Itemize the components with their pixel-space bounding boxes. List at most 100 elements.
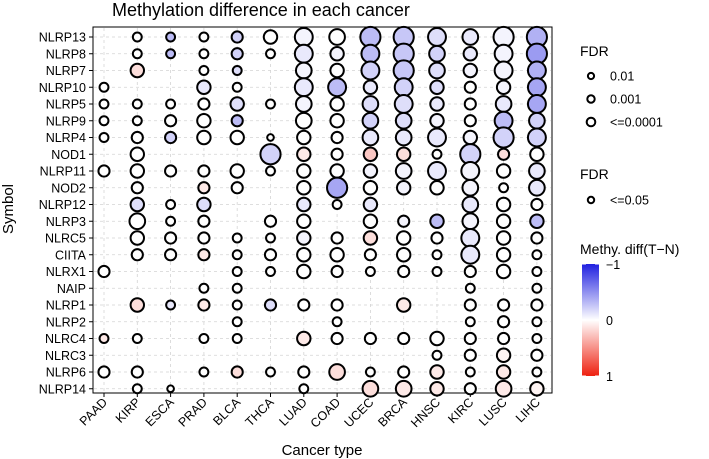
data-point <box>429 113 445 129</box>
data-point <box>326 176 349 199</box>
data-point <box>229 129 245 146</box>
x-axis-title: Cancer type <box>282 442 363 459</box>
data-point <box>528 162 546 180</box>
data-point <box>397 331 411 346</box>
data-point <box>197 214 211 228</box>
x-tick-label: LUAD <box>276 395 309 428</box>
data-point <box>230 30 244 44</box>
data-point <box>98 98 110 110</box>
y-tick-label: NLRP7 <box>46 64 86 78</box>
data-point <box>396 247 412 263</box>
data-point <box>231 282 243 294</box>
data-point <box>530 197 544 212</box>
data-point <box>296 330 312 347</box>
data-point <box>393 77 414 98</box>
data-point <box>495 230 512 246</box>
data-point <box>427 127 447 148</box>
data-point <box>196 129 212 146</box>
y-tick-label: NAIP <box>57 282 86 296</box>
data-point <box>296 196 312 213</box>
data-point <box>394 111 413 130</box>
data-point <box>197 181 211 195</box>
outline-legend-label: <=0.05 <box>610 194 649 208</box>
x-tick-label: LUSC <box>476 395 509 428</box>
data-point <box>263 248 278 262</box>
data-point <box>462 62 478 79</box>
data-point <box>131 48 143 60</box>
data-point <box>296 146 312 162</box>
y-axis-title: Symbol <box>0 184 17 234</box>
data-point <box>531 316 543 328</box>
data-point <box>530 231 544 245</box>
data-point <box>461 28 480 46</box>
color-legend-title: Methy. diff(T−N) <box>580 241 679 257</box>
data-point <box>497 331 511 346</box>
data-point <box>196 113 212 129</box>
data-point <box>198 282 210 294</box>
data-point <box>396 146 412 162</box>
data-point <box>198 333 210 344</box>
data-point <box>231 333 243 344</box>
data-point <box>431 148 443 160</box>
chart-title: Methylation difference in each cancer <box>112 0 410 20</box>
data-point <box>129 146 146 162</box>
data-point <box>396 180 412 196</box>
data-point <box>129 230 146 246</box>
data-point <box>165 98 177 110</box>
data-point <box>230 365 244 379</box>
x-tick-label: BRCA <box>375 395 410 430</box>
data-point <box>164 164 178 178</box>
data-point <box>165 299 177 311</box>
data-point <box>431 349 443 361</box>
y-tick-label: NLRP6 <box>46 366 86 380</box>
data-point <box>296 180 312 196</box>
data-point <box>495 263 512 280</box>
data-point <box>393 94 414 114</box>
data-point <box>230 114 244 128</box>
y-tick-label: NLRP8 <box>46 47 86 61</box>
data-point <box>362 196 379 213</box>
data-point <box>265 165 276 177</box>
data-point <box>331 316 343 328</box>
data-point <box>361 95 380 113</box>
data-point <box>197 231 211 245</box>
data-point <box>363 248 377 262</box>
data-point <box>463 114 477 128</box>
x-tick-label: LIHC <box>513 395 543 425</box>
data-point <box>429 330 445 347</box>
x-tick-label: PRAD <box>176 395 210 429</box>
data-point <box>231 81 243 93</box>
data-point <box>265 266 276 277</box>
data-point <box>296 213 312 229</box>
data-point <box>131 98 143 110</box>
data-point <box>266 133 275 142</box>
data-point <box>463 80 477 94</box>
data-point <box>492 126 515 149</box>
data-point <box>362 79 379 95</box>
outline-legend: <=0.05 <box>586 194 649 208</box>
data-point <box>394 379 413 398</box>
data-point <box>197 97 211 111</box>
data-point <box>229 96 245 112</box>
data-point <box>131 31 143 43</box>
data-point <box>130 181 144 195</box>
data-point <box>165 31 177 43</box>
data-point <box>497 147 511 161</box>
data-point <box>98 333 110 344</box>
data-point <box>361 379 380 398</box>
data-point <box>296 163 312 179</box>
data-point <box>164 231 178 245</box>
x-tick-label: PAAD <box>77 395 110 428</box>
data-point <box>431 266 443 277</box>
data-point <box>428 61 446 80</box>
data-point <box>429 381 445 397</box>
data-point <box>362 163 379 179</box>
data-point <box>330 298 344 312</box>
y-tick-label: NLRC4 <box>45 332 86 346</box>
y-tick-label: NOD2 <box>51 181 86 195</box>
data-point <box>296 263 312 280</box>
color-legend-bar <box>582 264 599 376</box>
data-point <box>294 61 313 80</box>
data-point <box>493 60 514 81</box>
